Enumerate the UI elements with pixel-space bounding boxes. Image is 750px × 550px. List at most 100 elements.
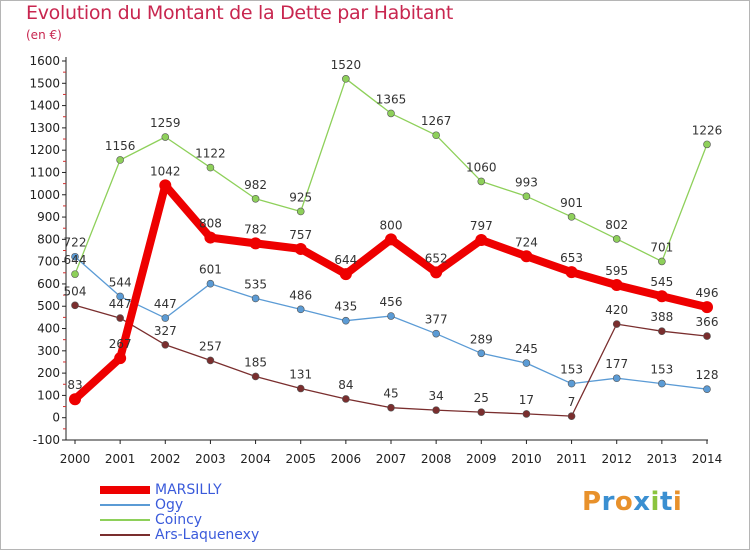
x-tick-label: 2005 <box>285 452 316 466</box>
data-label-marsilly: 652 <box>425 251 448 265</box>
data-point-ogy <box>658 379 666 388</box>
data-label-coincy: 901 <box>560 196 583 210</box>
y-tick-label: 400 <box>37 322 60 336</box>
data-label-coincy: 802 <box>605 218 628 232</box>
data-label-ars-laquenexy: 34 <box>429 389 444 403</box>
data-label-ars-laquenexy: 366 <box>696 315 719 329</box>
data-point-marsilly <box>565 266 578 279</box>
data-label-ogy: 128 <box>696 368 719 382</box>
data-label-ars-laquenexy: 7 <box>568 395 576 409</box>
legend-label: Ogy <box>155 497 184 513</box>
x-tick-label: 2012 <box>601 452 632 466</box>
data-point-ars-laquenexy <box>71 301 79 310</box>
data-label-coincy: 1267 <box>421 114 452 128</box>
data-point-ars-laquenexy <box>342 395 350 403</box>
data-label-ars-laquenexy: 17 <box>519 393 534 407</box>
data-label-marsilly: 545 <box>650 275 673 289</box>
data-label-coincy: 1060 <box>466 160 497 174</box>
data-point-ars-laquenexy <box>296 384 305 393</box>
y-tick-label: 200 <box>37 366 60 380</box>
legend-label: Coincy <box>155 512 203 528</box>
legend-label: Ars-Laquenexy <box>155 527 260 543</box>
data-point-ars-laquenexy <box>116 314 124 322</box>
data-label-coincy: 982 <box>244 178 267 192</box>
data-point-coincy <box>251 194 260 203</box>
data-label-ars-laquenexy: 131 <box>289 368 312 382</box>
y-tick-label: 500 <box>37 299 60 313</box>
data-label-ogy: 177 <box>605 357 628 371</box>
data-label-coincy: 1122 <box>195 147 226 161</box>
data-point-ogy <box>206 279 215 288</box>
data-label-ars-laquenexy: 327 <box>154 324 177 338</box>
y-tick-label: 1100 <box>29 165 60 179</box>
data-point-ars-laquenexy <box>567 412 576 420</box>
data-point-marsilly <box>430 266 443 279</box>
data-label-coincy: 1226 <box>692 123 723 137</box>
data-label-marsilly: 644 <box>334 253 357 267</box>
data-label-marsilly: 757 <box>289 228 312 242</box>
data-point-coincy <box>612 235 621 243</box>
data-label-marsilly: 800 <box>380 218 403 232</box>
data-label-ars-laquenexy: 257 <box>199 339 222 353</box>
data-point-coincy <box>567 213 576 221</box>
data-point-ogy <box>387 312 395 320</box>
data-point-ogy <box>71 252 79 261</box>
data-point-marsilly <box>69 393 81 406</box>
data-point-coincy <box>522 192 531 201</box>
x-tick-label: 2006 <box>331 452 362 466</box>
data-point-coincy <box>71 270 79 278</box>
data-point-coincy <box>658 257 666 266</box>
data-point-coincy <box>432 131 440 140</box>
data-label-coincy: 644 <box>64 253 87 267</box>
data-label-ars-laquenexy: 84 <box>338 378 353 392</box>
data-point-coincy <box>342 75 350 83</box>
data-label-ogy: 153 <box>560 363 583 377</box>
x-tick-label: 2007 <box>376 452 407 466</box>
data-point-ogy <box>342 316 350 325</box>
data-point-marsilly <box>339 268 352 281</box>
data-point-coincy <box>161 133 170 141</box>
y-tick-label: 300 <box>37 344 60 358</box>
data-label-ars-laquenexy: 388 <box>650 310 673 324</box>
data-point-marsilly <box>655 290 668 303</box>
data-label-coincy: 1259 <box>150 116 181 130</box>
data-label-ogy: 435 <box>334 300 357 314</box>
data-point-ogy <box>251 294 260 303</box>
legend-swatch <box>100 486 150 494</box>
data-label-marsilly: 1042 <box>150 164 181 178</box>
data-point-ars-laquenexy <box>658 327 666 336</box>
data-label-coincy: 701 <box>650 240 673 254</box>
data-label-ogy: 377 <box>425 313 448 327</box>
data-label-ogy: 447 <box>154 297 177 311</box>
data-point-coincy <box>116 156 124 164</box>
data-label-coincy: 1520 <box>331 58 362 72</box>
data-point-ars-laquenexy <box>206 356 215 365</box>
data-label-ars-laquenexy: 45 <box>383 387 398 401</box>
data-point-ars-laquenexy <box>477 408 486 416</box>
data-point-ogy <box>703 385 711 393</box>
y-tick-label: 900 <box>37 210 60 224</box>
y-tick-label: 1200 <box>29 143 60 157</box>
y-tick-label: 700 <box>37 255 60 269</box>
legend-swatch <box>100 519 150 521</box>
x-tick-label: 2003 <box>195 452 226 466</box>
data-label-ars-laquenexy: 447 <box>109 297 132 311</box>
data-point-coincy <box>703 140 711 149</box>
data-point-ogy <box>567 379 576 388</box>
x-tick-label: 2009 <box>466 452 497 466</box>
x-tick-label: 2010 <box>511 452 542 466</box>
data-label-marsilly: 782 <box>244 222 267 236</box>
y-tick-label: 800 <box>37 232 60 246</box>
x-tick-label: 2014 <box>692 452 723 466</box>
y-tick-label: 1300 <box>29 121 60 135</box>
data-point-ars-laquenexy <box>432 406 440 414</box>
y-tick-label: 1400 <box>29 99 60 113</box>
data-point-marsilly <box>114 352 127 365</box>
data-label-ars-laquenexy: 25 <box>474 391 489 405</box>
data-label-marsilly: 267 <box>109 337 132 351</box>
x-tick-label: 2008 <box>421 452 452 466</box>
legend-swatch <box>100 534 150 536</box>
x-tick-label: 2001 <box>105 452 136 466</box>
